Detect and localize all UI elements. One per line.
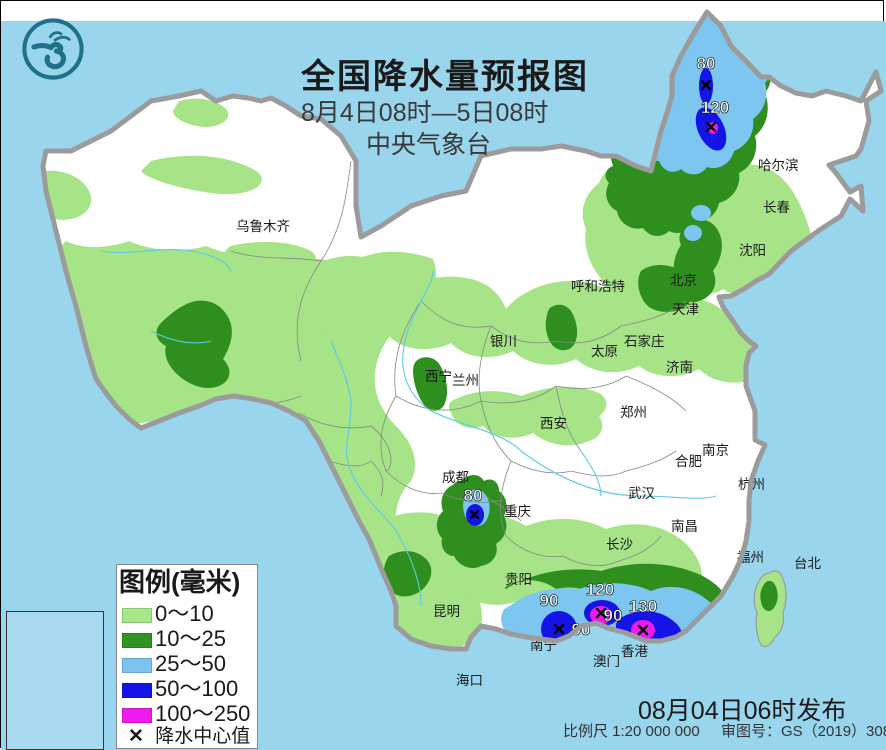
svg-text:成都: 成都 — [442, 470, 469, 485]
svg-text:澳门: 澳门 — [593, 654, 620, 669]
svg-text:昆明: 昆明 — [433, 604, 460, 619]
svg-text:石家庄: 石家庄 — [624, 333, 665, 349]
svg-text:兰州: 兰州 — [452, 373, 479, 388]
svg-text:长沙: 长沙 — [606, 537, 633, 552]
svg-text:130: 130 — [629, 597, 657, 616]
svg-text:合肥: 合肥 — [675, 454, 702, 469]
svg-text:天津: 天津 — [672, 302, 699, 317]
svg-text:沈阳: 沈阳 — [739, 243, 766, 258]
svg-text:西安: 西安 — [540, 416, 567, 431]
svg-text:太原: 太原 — [591, 344, 618, 359]
svg-text:南昌: 南昌 — [671, 519, 698, 534]
svg-text:乌鲁木齐: 乌鲁木齐 — [236, 219, 290, 234]
svg-text:80: 80 — [697, 54, 716, 73]
svg-text:120: 120 — [701, 98, 729, 117]
svg-text:贵阳: 贵阳 — [505, 572, 532, 587]
svg-text:郑州: 郑州 — [620, 405, 647, 420]
svg-text:银川: 银川 — [490, 334, 517, 349]
svg-text:北京: 北京 — [670, 273, 697, 288]
svg-text:海口: 海口 — [456, 673, 483, 688]
svg-text:长春: 长春 — [763, 200, 791, 215]
svg-text:120: 120 — [586, 580, 614, 599]
svg-text:90: 90 — [540, 591, 559, 610]
svg-text:哈尔滨: 哈尔滨 — [758, 158, 799, 173]
svg-text:武汉: 武汉 — [628, 486, 656, 501]
svg-text:台北: 台北 — [794, 556, 822, 571]
svg-text:济南: 济南 — [666, 360, 693, 375]
svg-text:80: 80 — [464, 486, 483, 505]
svg-text:南京: 南京 — [702, 443, 729, 458]
svg-text:90: 90 — [604, 606, 623, 625]
svg-text:重庆: 重庆 — [504, 504, 531, 519]
svg-text:西宁: 西宁 — [425, 368, 452, 384]
svg-text:呼和浩特: 呼和浩特 — [571, 279, 625, 294]
svg-text:香港: 香港 — [621, 644, 649, 659]
